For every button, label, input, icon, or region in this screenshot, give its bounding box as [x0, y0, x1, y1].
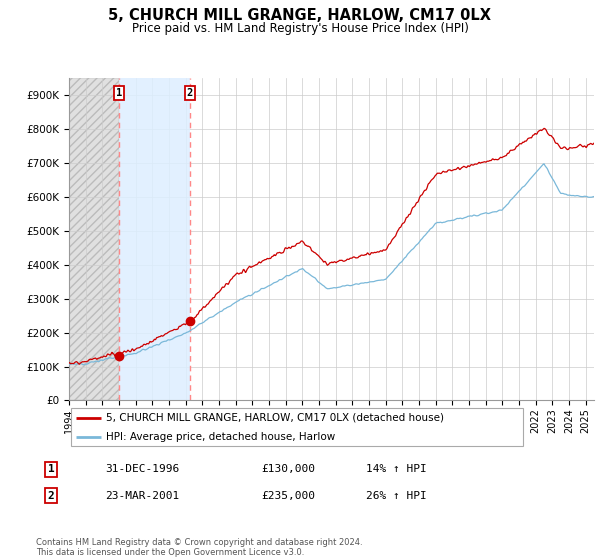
Text: 5, CHURCH MILL GRANGE, HARLOW, CM17 0LX (detached house): 5, CHURCH MILL GRANGE, HARLOW, CM17 0LX …: [106, 413, 445, 423]
Text: £130,000: £130,000: [261, 464, 315, 474]
FancyBboxPatch shape: [71, 408, 523, 446]
Text: £235,000: £235,000: [261, 491, 315, 501]
Text: 31-DEC-1996: 31-DEC-1996: [105, 464, 179, 474]
Bar: [69, 78, 119, 400]
Text: 2: 2: [187, 88, 193, 98]
Text: 2: 2: [47, 491, 55, 501]
Text: Price paid vs. HM Land Registry's House Price Index (HPI): Price paid vs. HM Land Registry's House …: [131, 22, 469, 35]
Text: HPI: Average price, detached house, Harlow: HPI: Average price, detached house, Harl…: [106, 432, 335, 442]
Text: 14% ↑ HPI: 14% ↑ HPI: [366, 464, 427, 474]
Text: 1: 1: [116, 88, 122, 98]
Text: 26% ↑ HPI: 26% ↑ HPI: [366, 491, 427, 501]
Text: 5, CHURCH MILL GRANGE, HARLOW, CM17 0LX: 5, CHURCH MILL GRANGE, HARLOW, CM17 0LX: [109, 8, 491, 24]
Text: 1: 1: [47, 464, 55, 474]
Bar: [119, 78, 190, 400]
Text: 23-MAR-2001: 23-MAR-2001: [105, 491, 179, 501]
Text: Contains HM Land Registry data © Crown copyright and database right 2024.
This d: Contains HM Land Registry data © Crown c…: [36, 538, 362, 557]
